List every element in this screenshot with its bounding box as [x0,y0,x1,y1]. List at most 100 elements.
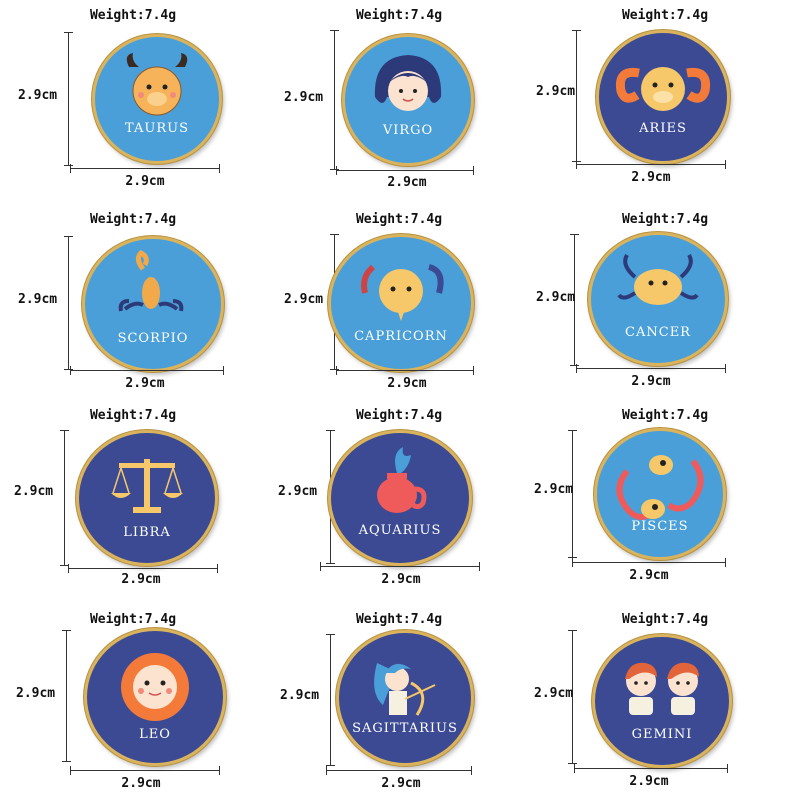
pin-card-gemini: Weight:7.4g 2.9cm GEMINI 2.9cm [532,604,798,804]
pin-card-virgo: Weight:7.4g 2.9cm VIRGO 2.9cm [266,0,532,200]
pin-name: LEO [139,727,171,742]
height-label: 2.9cm [536,84,576,99]
weight-label: Weight:7.4g [355,8,443,23]
pin-name: PISCES [631,519,689,534]
width-dimension-line [68,564,218,573]
leo-pin: LEO [84,628,226,766]
height-dimension-line [570,234,579,366]
weight-label: Weight:7.4g [621,612,709,627]
width-label: 2.9cm [387,175,427,190]
width-label: 2.9cm [381,572,421,587]
width-dimension-line [336,166,474,175]
height-label: 2.9cm [14,484,54,499]
width-label: 2.9cm [629,568,669,583]
weight-label: Weight:7.4g [355,612,443,627]
height-dimension-line [60,430,69,566]
gemini-pin: GEMINI [592,634,732,768]
pisces-pin: PISCES [594,428,726,560]
width-label: 2.9cm [629,774,669,789]
pin-card-sagittarius: Weight:7.4g 2.9cm SAGITTARIUS 2.9cm [266,604,532,804]
weight-label: Weight:7.4g [621,212,709,227]
width-label: 2.9cm [631,374,671,389]
pin-card-pisces: Weight:7.4g 2.9cm PISCES 2.9cm [532,400,798,600]
weight-label: Weight:7.4g [89,8,177,23]
libra-icon [111,459,183,513]
height-dimension-line [326,634,335,766]
virgo-pin: VIRGO [342,34,474,166]
sagittarius-pin: SAGITTARIUS [336,630,474,766]
height-dimension-line [568,630,577,764]
pisces-icon [616,455,704,520]
pin-name: GEMINI [631,727,693,742]
width-label: 2.9cm [631,170,671,185]
width-label: 2.9cm [387,376,427,391]
width-dimension-line [572,558,726,567]
weight-label: Weight:7.4g [355,408,443,423]
height-label: 2.9cm [284,292,324,307]
pin-name: LIBRA [123,525,171,540]
cancer-icon [617,253,699,305]
pin-name: CANCER [625,325,691,340]
height-label: 2.9cm [16,686,56,701]
pin-name: ARIES [639,121,687,136]
pin-card-aries: Weight:7.4g 2.9cm ARIES 2.9cm [532,0,798,200]
capricorn-icon [361,264,444,321]
width-label: 2.9cm [121,776,161,791]
taurus-pin: TAURUS [92,34,222,164]
taurus-icon [126,53,188,116]
height-label: 2.9cm [534,686,574,701]
weight-label: Weight:7.4g [355,212,443,227]
height-label: 2.9cm [284,90,324,105]
pin-name: SAGITTARIUS [352,721,458,736]
height-label: 2.9cm [18,88,58,103]
height-label: 2.9cm [278,484,318,499]
height-dimension-line [568,430,577,558]
pin-card-taurus: Weight:7.4g 2.9cm TAURUS 2.9cm [0,0,266,200]
height-label: 2.9cm [280,688,320,703]
width-label: 2.9cm [121,572,161,587]
width-label: 2.9cm [381,776,421,791]
sagittarius-icon [374,663,436,716]
pin-name: CAPRICORN [354,329,448,344]
height-label: 2.9cm [536,290,576,305]
weight-label: Weight:7.4g [89,408,177,423]
weight-label: Weight:7.4g [621,8,709,23]
pin-name: AQUARIUS [358,523,442,538]
width-dimension-line [336,366,474,375]
pin-name: VIRGO [382,123,434,138]
width-dimension-line [70,766,220,775]
width-dimension-line [320,562,480,571]
leo-icon [121,653,189,721]
width-dimension-line [326,766,472,775]
height-dimension-line [62,630,71,762]
width-dimension-line [576,364,726,373]
libra-pin: LIBRA [76,430,218,566]
weight-label: Weight:7.4g [89,212,177,227]
aries-pin: ARIES [596,30,730,164]
aquarius-pin: AQUARIUS [328,430,472,566]
virgo-icon [374,55,442,111]
height-label: 2.9cm [18,292,58,307]
pin-name: SCORPIO [117,331,189,346]
height-dimension-line [64,32,73,166]
scorpio-icon [118,249,184,312]
capricorn-pin: CAPRICORN [328,234,474,372]
height-dimension-line [572,30,581,162]
weight-label: Weight:7.4g [621,408,709,423]
width-dimension-line [70,366,224,375]
aquarius-icon [377,447,427,513]
aries-icon [615,67,711,111]
width-label: 2.9cm [125,376,165,391]
pin-card-aquarius: Weight:7.4g 2.9cm AQUARIUS 2.9cm [266,400,532,600]
pin-name: TAURUS [125,121,189,136]
pin-card-leo: Weight:7.4g 2.9cm LEO 2.9cm [0,604,266,804]
gemini-icon [625,662,699,715]
height-dimension-line [330,30,339,170]
pin-card-scorpio: Weight:7.4g 2.9cm SCORPIO 2.9cm [0,204,266,404]
pin-card-capricorn: Weight:7.4g 2.9cm CAPRICORN 2.9cm [266,204,532,404]
height-label: 2.9cm [534,482,574,497]
width-dimension-line [574,764,728,773]
width-dimension-line [70,164,220,173]
height-dimension-line [64,236,73,370]
pin-card-libra: Weight:7.4g 2.9cm LIBRA 2.9cm [0,400,266,600]
